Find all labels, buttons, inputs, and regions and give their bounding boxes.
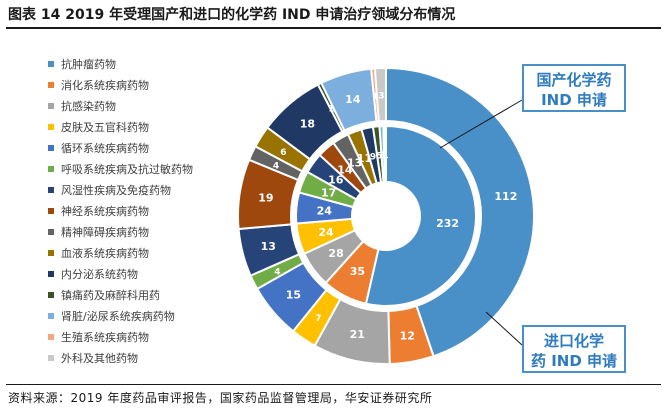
callout-domestic-connector	[439, 99, 523, 149]
legend-label: 循环系统疾病药物	[61, 141, 149, 155]
slice-outer	[373, 66, 387, 123]
legend-label: 镇痛药及麻醉科用药	[61, 288, 160, 302]
data-label: 35	[350, 265, 365, 278]
legend-swatch	[48, 60, 54, 67]
data-label: 5	[376, 151, 382, 161]
data-label: 3	[378, 92, 384, 102]
data-label: 7	[315, 314, 321, 324]
data-label: 9	[370, 152, 376, 162]
callout-imported: 进口化学 药 IND 申请	[522, 325, 626, 373]
legend-swatch	[48, 312, 54, 319]
source-note: 资料来源：2019 年度药品审评报告，国家药品监督管理局，华安证券研究所	[8, 391, 433, 405]
chart-title: 图表 14 2019 年受理国产和进口的化学药 IND 申请治疗领域分布情况	[8, 7, 456, 23]
legend-swatch	[48, 291, 54, 298]
data-label: 21	[350, 328, 365, 341]
legend-item: 血液系统疾病药物	[48, 242, 233, 263]
data-label: 4	[273, 161, 279, 171]
data-label: 1	[328, 104, 334, 114]
legend-label: 神经系统疾病药物	[61, 204, 149, 218]
legend-item: 肾脏/泌尿系统疾病药物	[48, 305, 233, 326]
callout-imported-connector	[485, 311, 523, 346]
legend-label: 外科及其他药物	[61, 351, 138, 365]
legend-label: 生殖系统疾病药物	[61, 330, 149, 344]
data-label: 112	[494, 190, 517, 203]
callout-imported-line2: 药 IND 申请	[530, 352, 618, 370]
legend-item: 抗肿瘤药物	[48, 53, 233, 74]
slice-outer	[385, 66, 535, 358]
legend-label: 抗肿瘤药物	[61, 57, 116, 71]
slice-inner	[383, 124, 387, 184]
data-label: 15	[286, 289, 301, 302]
data-label: 4	[274, 267, 280, 277]
legend-swatch	[48, 270, 54, 277]
legend-item: 镇痛药及麻醉科用药	[48, 284, 233, 305]
callout-domestic-line2: IND 申请	[541, 91, 607, 109]
legend-swatch	[48, 354, 54, 361]
data-label: 24	[317, 204, 333, 217]
callout-domestic: 国产化学药 IND 申请	[522, 64, 626, 112]
legend-label: 皮肤及五官科药物	[61, 120, 149, 134]
legend-item: 生殖系统疾病药物	[48, 326, 233, 347]
legend-item: 精神障碍疾病药物	[48, 221, 233, 242]
data-label: 28	[328, 247, 343, 260]
legend-item: 风湿性疾病及免疫药物	[48, 179, 233, 200]
data-label: 13	[347, 156, 362, 169]
legend-item: 循环系统疾病药物	[48, 137, 233, 158]
legend-swatch	[48, 123, 54, 130]
data-label: 1	[382, 151, 388, 161]
legend-label: 消化系统疾病药物	[61, 78, 149, 92]
data-label: 3	[380, 151, 386, 161]
legend: 抗肿瘤药物消化系统疾病药物 抗感染药物皮肤及五官科药物 循环系统疾病药物呼吸系统疾病…	[48, 53, 233, 368]
data-label: 12	[400, 330, 415, 343]
legend-item: 皮肤及五官科药物	[48, 116, 233, 137]
legend-label: 呼吸系统疾病及抗过敏药物	[61, 162, 193, 176]
callout-domestic-line1: 国产化学药	[536, 71, 612, 89]
legend-label: 抗感染药物	[61, 99, 116, 113]
legend-label: 风湿性疾病及免疫药物	[61, 183, 171, 197]
legend-swatch	[48, 207, 54, 214]
legend-item: 呼吸系统疾病及抗过敏药物	[48, 158, 233, 179]
data-label: 14	[345, 93, 361, 106]
data-label: 1	[372, 92, 378, 102]
legend-label: 肾脏/泌尿系统疾病药物	[61, 309, 175, 323]
legend-item: 外科及其他药物	[48, 347, 233, 368]
title-rule	[6, 27, 661, 29]
callout-imported-line1: 进口化学	[543, 332, 604, 350]
data-label: 18	[300, 117, 315, 130]
data-label: 19	[258, 192, 273, 205]
legend-item: 抗感染药物	[48, 95, 233, 116]
legend-label: 血液系统疾病药物	[61, 246, 149, 260]
slice-inner	[364, 124, 477, 307]
legend-swatch	[48, 144, 54, 151]
data-label: 232	[436, 217, 459, 230]
legend-swatch	[48, 165, 54, 172]
legend-swatch	[48, 249, 54, 256]
legend-label: 内分泌系统药物	[61, 267, 138, 281]
legend-swatch	[48, 186, 54, 193]
data-label: 6	[280, 148, 286, 158]
legend-swatch	[48, 81, 54, 88]
data-label: 16	[328, 174, 344, 187]
legend-swatch	[48, 333, 54, 340]
legend-swatch	[48, 102, 54, 109]
legend-item: 内分泌系统药物	[48, 263, 233, 284]
source-rule	[6, 384, 661, 385]
data-label: 14	[337, 164, 353, 177]
legend-label: 精神障碍疾病药物	[61, 225, 149, 239]
data-label: 17	[321, 187, 336, 200]
data-label: 24	[318, 226, 334, 239]
legend-item: 神经系统疾病药物	[48, 200, 233, 221]
legend-swatch	[48, 228, 54, 235]
legend-item: 消化系统疾病药物	[48, 74, 233, 95]
data-label: 13	[261, 240, 276, 253]
